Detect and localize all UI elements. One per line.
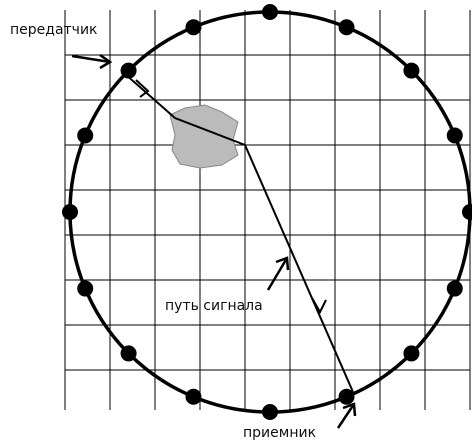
transmitter-label: передатчик xyxy=(10,22,98,38)
receiver-label: приемник xyxy=(243,425,316,441)
signal-path-label: путь сигнала xyxy=(165,298,263,314)
sensor-dot xyxy=(185,19,202,36)
sensor-dot xyxy=(120,345,137,362)
sensor-dot xyxy=(446,280,463,297)
sensor-dot xyxy=(185,388,202,405)
grid xyxy=(64,10,471,410)
sensors xyxy=(62,4,472,420)
sensor-dot xyxy=(338,388,355,405)
sensor-dot xyxy=(62,204,78,220)
pointer-arrows xyxy=(71,53,357,429)
obstacle xyxy=(169,104,239,169)
sensor-dot xyxy=(262,4,278,20)
path-arrow xyxy=(135,79,150,98)
sensor-dot xyxy=(77,127,94,144)
signal-path xyxy=(123,72,354,393)
sensor-dot xyxy=(403,62,420,79)
sensor-dot xyxy=(462,204,472,220)
sensor-dot xyxy=(403,345,420,362)
sensor-dot xyxy=(77,280,94,297)
sensor-dot xyxy=(338,19,355,36)
path-arrow xyxy=(311,297,327,315)
sensor-dot xyxy=(446,127,463,144)
sensor-dot xyxy=(262,404,278,420)
